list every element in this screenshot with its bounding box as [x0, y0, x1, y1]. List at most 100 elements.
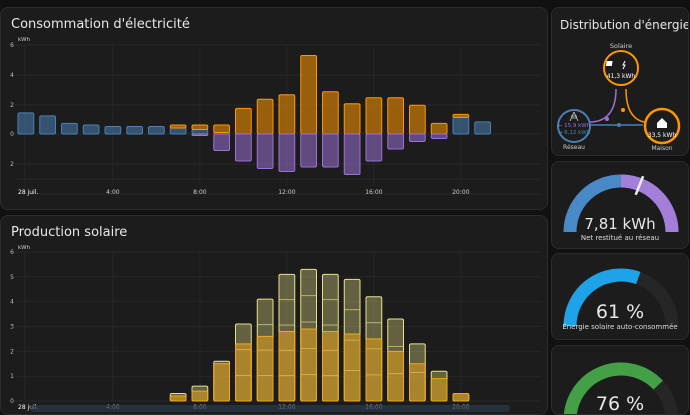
grid-import-value: ← 15,9 kWh	[558, 123, 591, 129]
consumption-card: Consommation d'électricité kWh 6 4 2 0 2 28 ju…	[0, 7, 548, 210]
production-bar	[322, 330, 339, 402]
x-tick-label: 12:00	[278, 189, 295, 196]
solar-production-title: Production solaire	[11, 225, 128, 240]
grid-consumption-bar	[474, 121, 491, 135]
house-icon	[657, 118, 667, 128]
gauge-fill	[563, 362, 663, 414]
production-bar	[343, 333, 361, 402]
self-sufficiency-gauge	[563, 362, 679, 414]
distribution-diagram: Solaire 41,3 kWh ← 15,9 kWh → 8,12 kWh R…	[557, 42, 681, 152]
grid-consumption-bar	[104, 125, 122, 135]
return-to-grid-bar	[235, 133, 252, 162]
return-to-grid-bar	[365, 133, 383, 162]
y-tick-label: 2	[10, 161, 14, 168]
grid-consumption-bar	[148, 125, 165, 135]
return-to-grid-bar	[409, 133, 426, 142]
net-returned-gauge-card: 7,81 kWh Net restitué au réseau	[551, 161, 689, 249]
production-bar	[387, 350, 404, 402]
gauge-value: 76 %	[595, 393, 645, 415]
solar-consumption-bar	[235, 107, 252, 135]
flow-dot	[621, 108, 625, 112]
grid-consumption-bar	[82, 124, 100, 135]
production-bar	[300, 328, 317, 402]
consumption-chart[interactable]: kWh 6 4 2 0 2 28 juil. 4:00 8:00 12:00 16:00 20:00	[1, 8, 548, 210]
return-to-grid-bar	[213, 133, 230, 151]
distribution-title: Distribution d'énergie	[560, 18, 689, 32]
solar-consumption-bar	[322, 91, 339, 135]
gauge-label: Net restitué au réseau	[580, 234, 660, 242]
production-bar	[409, 363, 426, 402]
horizontal-scrollbar[interactable]	[30, 405, 510, 412]
solar-to-home-line	[625, 88, 645, 123]
solar-label: Solaire	[610, 42, 632, 50]
production-bar	[169, 395, 187, 402]
solar-consumption-bar	[343, 103, 361, 135]
grid-consumption-bar	[17, 112, 35, 135]
grid-consumption-bar	[169, 127, 187, 135]
power-pylon-icon	[569, 111, 579, 122]
net-returned-gauge	[563, 174, 679, 233]
production-bar	[191, 390, 209, 402]
y-axis-unit: kWh	[18, 37, 31, 43]
solar-node[interactable]	[603, 50, 639, 86]
y-tick-label: 6	[10, 249, 14, 256]
x-tick-label: 28 juil.	[18, 189, 38, 196]
x-tick-label: 28 juil.	[18, 404, 38, 411]
return-to-grid-bar	[300, 133, 317, 168]
self-sufficiency-gauge-card: 76 %	[551, 345, 689, 415]
return-to-grid-bar	[322, 133, 339, 168]
y-tick-label: 1	[10, 373, 14, 380]
self-consumed-gauge-card: 61 % Énergie solaire auto-consommée	[551, 253, 689, 340]
production-bar	[235, 343, 252, 402]
y-tick-label: 4	[10, 72, 14, 79]
production-bar	[213, 363, 230, 402]
gauge-fill	[563, 268, 641, 327]
grid-node[interactable]	[557, 109, 591, 143]
x-tick-label: 8:00	[193, 189, 207, 196]
gauge-value: 61 %	[595, 301, 645, 323]
production-bar	[278, 330, 296, 402]
solar-consumption-bar	[300, 54, 317, 135]
home-value: 33,5 kWh	[648, 132, 677, 139]
return-to-grid-bar	[191, 133, 209, 136]
gauge-value: 7,81 kWh	[584, 215, 656, 233]
solar-consumption-bar	[452, 113, 470, 118]
production-bar	[430, 378, 448, 402]
y-tick-label: 3	[10, 324, 14, 331]
x-tick-label: 20:00	[452, 189, 469, 196]
solar-value: 41,3 kWh	[607, 73, 636, 80]
y-tick-label: 2	[10, 348, 14, 355]
return-to-grid-bar	[278, 133, 296, 172]
grid-consumption-bar	[126, 125, 143, 135]
flow-dot	[617, 123, 621, 127]
gauge-needle	[634, 175, 645, 196]
y-tick-label: 2	[10, 102, 14, 109]
grid-export-value: → 8,12 kWh	[558, 130, 591, 136]
self-consumed-gauge	[563, 268, 679, 327]
grid-consumption-bar	[39, 115, 56, 135]
solar-consumption-bar	[278, 94, 296, 135]
solar-consumption-bar	[387, 97, 404, 135]
grid-consumption-bar	[61, 122, 78, 135]
gauge-label: Énergie solaire auto-consommée	[562, 323, 678, 331]
gauge-arc-right	[620, 174, 679, 233]
x-tick-label: 4:00	[106, 189, 120, 196]
y-tick-label: 5	[10, 274, 14, 281]
solar-consumption-bar	[191, 124, 209, 130]
production-bar	[365, 338, 383, 402]
solar-consumption-bar	[409, 104, 426, 135]
grid-label: Réseau	[563, 144, 585, 151]
solar-consumption-bar	[256, 98, 274, 135]
grid-consumption-bar	[452, 116, 470, 135]
production-bar	[256, 335, 274, 402]
y-axis-unit: kWh	[18, 245, 31, 251]
consumption-title: Consommation d'électricité	[11, 17, 190, 32]
return-to-grid-bar	[387, 133, 404, 150]
solar-consumption-bar	[213, 124, 230, 133]
x-tick-label: 16:00	[365, 189, 382, 196]
solar-consumption-bar	[430, 122, 448, 135]
production-bar	[452, 393, 470, 402]
solar-consumption-bar	[365, 97, 383, 135]
